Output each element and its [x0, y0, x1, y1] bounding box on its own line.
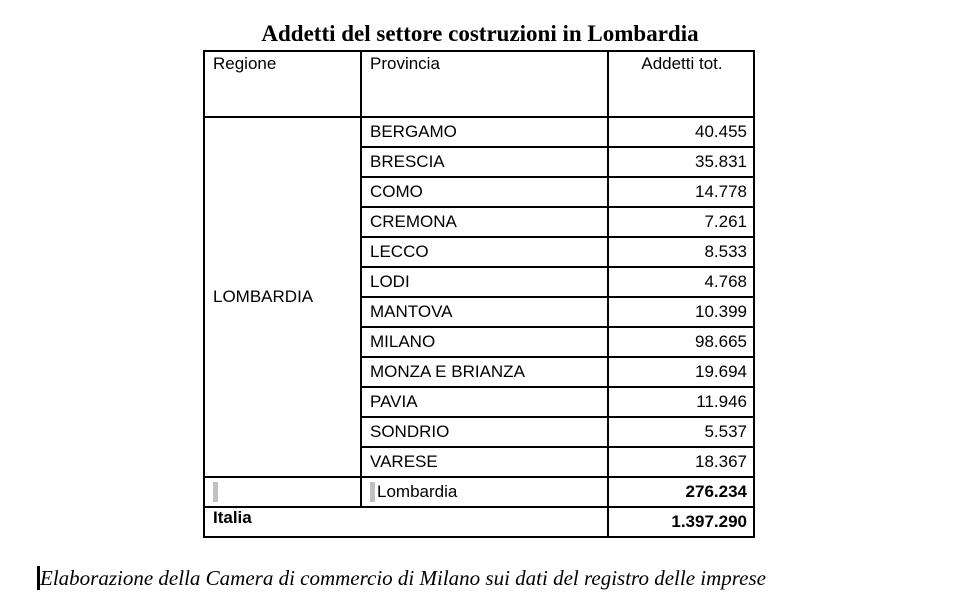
addetti-cell: 11.946 [607, 386, 755, 418]
header-addetti: Addetti tot. [607, 50, 755, 118]
table-row: MILANO 98.665 [204, 326, 755, 358]
addetti-cell: 7.261 [607, 206, 755, 238]
table-row: VARESE 18.367 [204, 446, 755, 478]
addetti-table: Regione Provincia Addetti tot. LOMBARDIA… [203, 50, 755, 538]
caption-text: Elaborazione della Camera di commercio d… [40, 566, 766, 590]
subtotal-value: 276.234 [607, 476, 755, 508]
table-row: MONZA E BRIANZA 19.694 [204, 356, 755, 388]
total-label: Italia [203, 506, 609, 538]
subtotal-region-cell [203, 476, 362, 508]
table-row: MANTOVA 10.399 [204, 296, 755, 328]
subtotal-row: Lombardia 276.234 [203, 476, 755, 508]
cell-marker [370, 482, 375, 503]
subtotal-label: Lombardia [377, 481, 458, 501]
addetti-cell: 10.399 [607, 296, 755, 328]
table-row: CREMONA 7.261 [204, 206, 755, 238]
table-row: COMO 14.778 [204, 176, 755, 208]
addetti-cell: 8.533 [607, 236, 755, 268]
provincia-cell: SONDRIO [360, 416, 609, 448]
addetti-cell: 19.694 [607, 356, 755, 388]
provincia-cell: MANTOVA [360, 296, 609, 328]
table-header-row: Regione Provincia Addetti tot. [203, 50, 755, 118]
provincia-cell: LODI [360, 266, 609, 298]
provincia-cell: BERGAMO [360, 116, 609, 148]
addetti-cell: 14.778 [607, 176, 755, 208]
provincia-cell: CREMONA [360, 206, 609, 238]
subtotal-label-cell: Lombardia [360, 476, 609, 508]
total-row: Italia 1.397.290 [203, 506, 755, 538]
addetti-cell: 40.455 [607, 116, 755, 148]
total-value: 1.397.290 [607, 506, 755, 538]
provincia-cell: MILANO [360, 326, 609, 358]
provincia-cell: MONZA E BRIANZA [360, 356, 609, 388]
addetti-cell: 18.367 [607, 446, 755, 478]
document-title: Addetti del settore costruzioni in Lomba… [261, 21, 699, 46]
table-row: PAVIA 11.946 [204, 386, 755, 418]
table-row: BRESCIA 35.831 [204, 146, 755, 178]
table-row: LOMBARDIA BERGAMO 40.455 [203, 116, 755, 478]
provincia-cell: BRESCIA [360, 146, 609, 178]
addetti-cell: 4.768 [607, 266, 755, 298]
addetti-cell: 35.831 [607, 146, 755, 178]
provincia-cell: PAVIA [360, 386, 609, 418]
source-caption: Elaborazione della Camera di commercio d… [37, 566, 766, 591]
cell-marker [213, 482, 218, 503]
region-cell: LOMBARDIA [203, 116, 362, 478]
addetti-cell: 5.537 [607, 416, 755, 448]
table-row: SONDRIO 5.537 [204, 416, 755, 448]
header-provincia: Provincia [360, 50, 609, 118]
header-regione: Regione [203, 50, 362, 118]
text-cursor [37, 566, 40, 590]
provincia-cell: LECCO [360, 236, 609, 268]
table-row: LECCO 8.533 [204, 236, 755, 268]
addetti-cell: 98.665 [607, 326, 755, 358]
provincia-cell: VARESE [360, 446, 609, 478]
table-row: LODI 4.768 [204, 266, 755, 298]
provincia-cell: COMO [360, 176, 609, 208]
